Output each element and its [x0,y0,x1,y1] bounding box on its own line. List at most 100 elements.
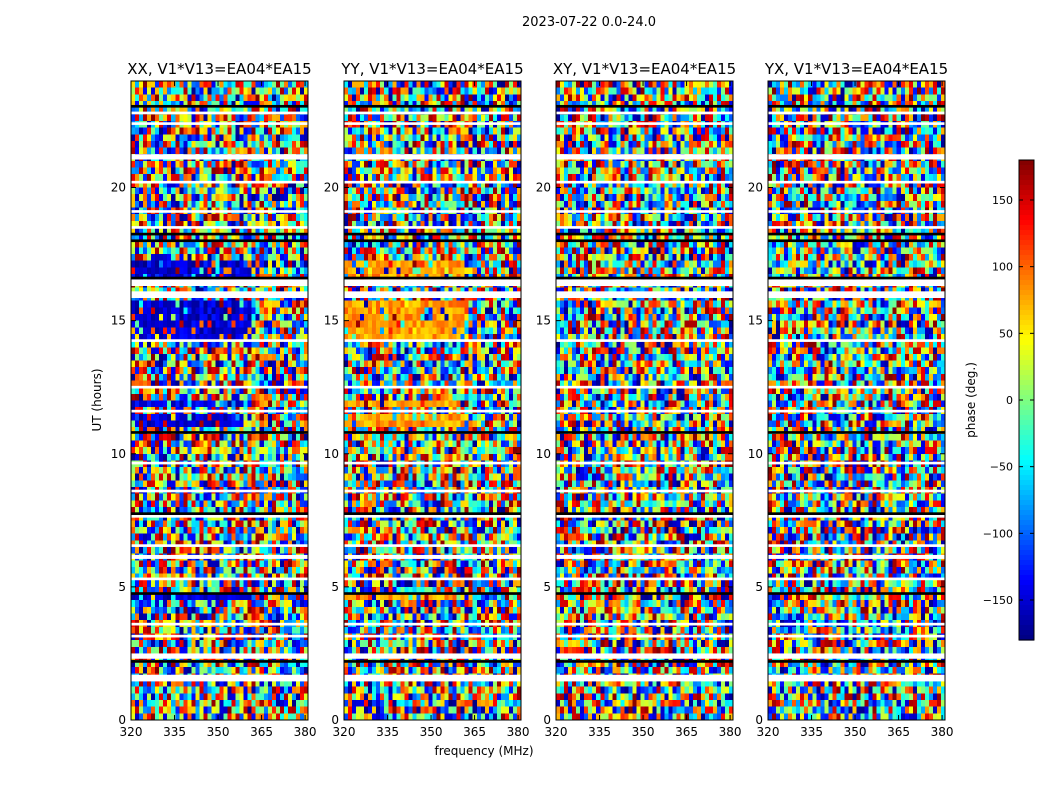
colorbar-segment [1019,285,1034,291]
flagged-row [768,385,945,389]
flagged-row [344,180,521,184]
colorbar-segment [1019,365,1034,371]
flagged-row [344,279,521,287]
dense-row [556,232,733,236]
y-tick-label: 5 [118,580,126,594]
flagged-row [131,339,308,342]
flagged-row [768,180,945,184]
flagged-row [556,514,733,518]
colorbar-segment [1019,190,1034,196]
flagged-row [131,514,308,518]
flagged-row [344,544,521,547]
flagged-row [556,291,733,298]
y-tick-label: 20 [536,181,551,195]
flagged-row [131,111,308,115]
colorbar-segment [1019,615,1034,621]
flagged-row [131,154,308,160]
dense-row [556,592,733,595]
colorbar-segment [1019,590,1034,596]
x-tick-label: 320 [333,725,356,739]
colorbar-segment [1019,625,1034,631]
flagged-row [131,653,308,659]
colorbar-tick-label: −100 [983,527,1013,540]
colorbar-segment [1019,250,1034,256]
flagged-row [131,122,308,125]
colorbar-segment [1019,405,1034,411]
phase-heatmap [556,81,733,720]
colorbar-segment [1019,160,1034,166]
flagged-row [344,210,521,213]
flagged-row [556,122,733,125]
flagged-row [768,291,945,298]
dense-row [344,431,521,434]
colorbar-segment [1019,600,1034,606]
x-tick-label: 350 [844,725,867,739]
colorbar-tick-label: 100 [992,261,1013,274]
colorbar-segment [1019,215,1034,221]
dense-row [131,512,308,515]
flagged-row [768,544,945,547]
colorbar-segment [1019,355,1034,361]
dense-row [344,276,521,280]
flagged-row [768,653,945,659]
colorbar-segment [1019,240,1034,246]
flagged-row [768,514,945,518]
flagged-row [768,122,945,125]
panel-3: XY, V1*V13=EA04*EA15 320 335 350 365 380 0 5 10 1… [536,60,742,739]
flagged-row [131,634,308,638]
colorbar-segment [1019,450,1034,456]
y-tick-label: 20 [111,181,126,195]
flagged-row [768,674,945,682]
flagged-row [344,409,521,413]
colorbar-segment [1019,335,1034,341]
flagged-row [131,544,308,547]
flagged-row [344,577,521,581]
x-tick-label: 365 [675,725,698,739]
flagged-row [556,489,733,493]
y-tick-label: 10 [748,447,763,461]
colorbar-segment [1019,460,1034,466]
colorbar-segment [1019,370,1034,376]
colorbar-segment [1019,235,1034,241]
colorbar-segment [1019,550,1034,556]
flagged-row [768,210,945,213]
flagged-row [556,461,733,465]
colorbar-segment [1019,505,1034,511]
colorbar-segment [1019,485,1034,491]
colorbar-segment [1019,510,1034,516]
flagged-row [768,461,945,465]
colorbar-segment [1019,480,1034,486]
flagged-row [344,122,521,125]
colorbar-segment [1019,290,1034,296]
x-tick-label: 335 [588,725,611,739]
colorbar-segment [1019,270,1034,276]
dense-row [768,104,945,108]
colorbar-segment [1019,255,1034,261]
flagged-row [344,622,521,626]
colorbar-segment [1019,585,1034,591]
panel-frame [130,80,309,721]
y-tick-label: 0 [755,713,763,727]
dense-row [556,660,733,663]
colorbar-segment [1019,275,1034,281]
flagged-row [344,674,521,682]
flagged-row [556,554,733,559]
panel-title: XX, V1*V13=EA04*EA15 [127,60,311,78]
colorbar-segment [1019,170,1034,176]
flagged-row [131,489,308,493]
phase-heatmap [131,81,308,720]
colorbar-segment [1019,245,1034,251]
flagged-row [768,489,945,493]
colorbar-segment [1019,300,1034,306]
colorbar-segment [1019,165,1034,171]
colorbar-segment [1019,540,1034,546]
panel-frame [343,80,522,721]
colorbar-segment [1019,310,1034,316]
dense-row [344,239,521,243]
y-tick-label: 5 [755,580,763,594]
colorbar-segment [1019,605,1034,611]
colorbar-tick-label: −150 [983,594,1013,607]
panel-frame [767,80,946,721]
colorbar-segment [1019,435,1034,441]
